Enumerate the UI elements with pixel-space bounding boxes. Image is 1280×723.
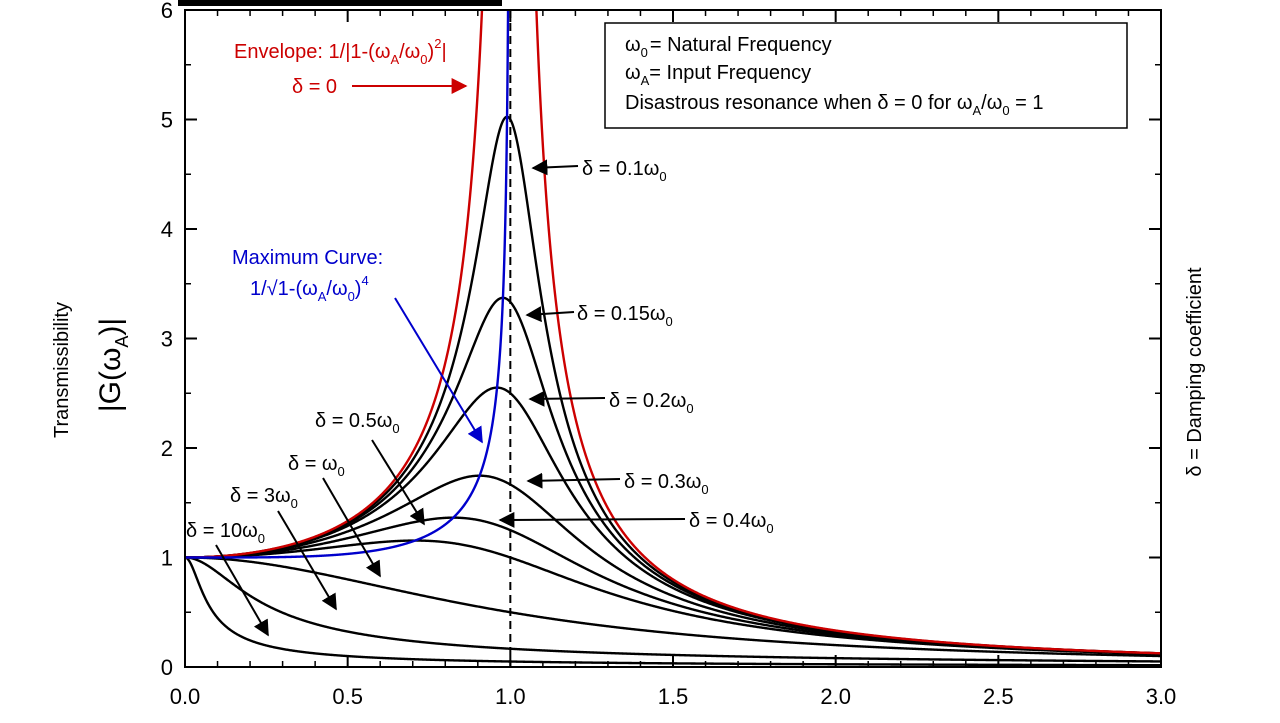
y-tick-label: 5 xyxy=(161,108,173,133)
label-delta-10: δ = 10ω0 xyxy=(186,520,265,546)
envelope-curve-left xyxy=(186,11,484,559)
arrow-delta-1 xyxy=(322,477,381,578)
label-delta-1: δ = ω0 xyxy=(288,453,345,479)
envelope-curve-right xyxy=(535,11,1160,655)
damped-curve-line xyxy=(186,556,1160,658)
y-tick-label: 1 xyxy=(161,546,173,571)
label-delta-0-4: δ = 0.4ω0 xyxy=(689,510,774,536)
legend-line-resonance: Disastrous resonance when δ = 0 for ωA/ω… xyxy=(625,92,1043,118)
arrow-delta-0-1 xyxy=(531,159,579,176)
ylabel-transmissibility: Transmissibility xyxy=(51,302,73,438)
ylabel-g-omega: |G(ωA)| xyxy=(94,318,132,412)
damped-curve-line xyxy=(186,556,1160,666)
label-delta-0-15: δ = 0.15ω0 xyxy=(577,303,673,329)
damped-curve-line xyxy=(186,556,1160,663)
arrow-delta-0-5 xyxy=(371,439,425,526)
y-tick-label: 3 xyxy=(161,327,173,352)
label-delta-3: δ = 3ω0 xyxy=(230,485,298,511)
x-tick-label: 2.5 xyxy=(983,684,1014,709)
damped-curve-line xyxy=(186,115,1160,655)
arrow-delta-10 xyxy=(215,544,269,637)
y-tick-label: 4 xyxy=(161,217,173,242)
envelope-label: Envelope: 1/|1-(ωA/ω0)2| xyxy=(234,36,447,67)
max-curve-arrow xyxy=(394,297,483,444)
y-tick-label: 6 xyxy=(161,0,173,23)
top-bar xyxy=(178,0,502,6)
arrow-delta-0-15 xyxy=(525,306,575,323)
label-delta-0-5: δ = 0.5ω0 xyxy=(315,410,400,436)
legend-box xyxy=(604,22,1128,129)
arrow-delta-0-2 xyxy=(528,390,606,407)
label-delta-0-3: δ = 0.3ω0 xyxy=(624,471,709,497)
damped-curve-line xyxy=(186,539,1160,656)
legend-line-input: ωA= Input Frequency xyxy=(625,62,811,88)
legend: ω0 = Natural Frequency ωA= Input Frequenc… xyxy=(604,22,1128,129)
y-tick-labels: 0 1 2 3 4 5 6 xyxy=(161,0,173,680)
label-delta-0-1: δ = 0.1ω0 xyxy=(582,158,667,184)
x-tick-label: 1.5 xyxy=(658,684,689,709)
y-tick-label: 2 xyxy=(161,436,173,461)
damping-coefficient-label: δ = Damping coefficient xyxy=(1184,267,1206,477)
x-tick-label: 1.0 xyxy=(495,684,526,709)
envelope-delta-zero-label: δ = 0 xyxy=(292,76,337,98)
max-curve-title: Maximum Curve: xyxy=(232,247,383,269)
x-tick-label: 3.0 xyxy=(1146,684,1177,709)
x-tick-label: 0.0 xyxy=(170,684,201,709)
x-tick-labels: 0.0 0.5 1.0 1.5 2.0 2.5 3.0 xyxy=(170,684,1177,709)
arrow-delta-3 xyxy=(277,510,337,611)
maximum-curve xyxy=(186,11,510,559)
y-tick-label: 0 xyxy=(161,655,173,680)
arrow-delta-0-4 xyxy=(498,511,686,528)
label-delta-0-2: δ = 0.2ω0 xyxy=(609,390,694,416)
x-tick-label: 0.5 xyxy=(332,684,363,709)
max-curve-formula: 1/√1-(ωA/ω0)4 xyxy=(250,273,369,304)
arrow-delta-0-3 xyxy=(526,472,621,489)
legend-line-natural: ω0 = Natural Frequency xyxy=(625,34,832,60)
x-tick-label: 2.0 xyxy=(820,684,851,709)
